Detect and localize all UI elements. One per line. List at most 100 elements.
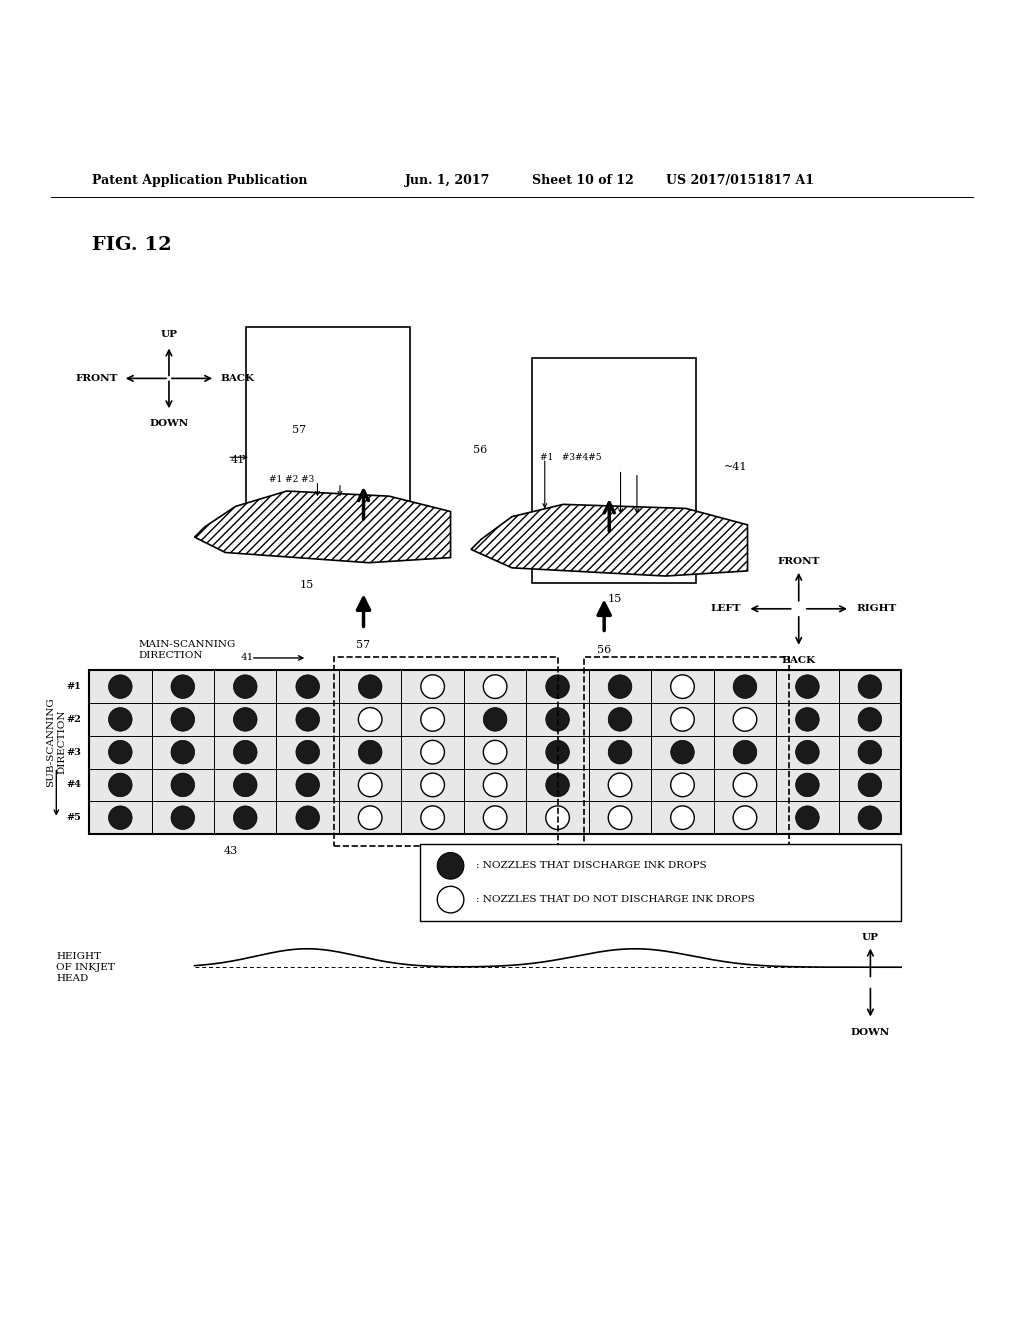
Text: UP: UP (161, 330, 177, 339)
Circle shape (171, 741, 195, 764)
Circle shape (437, 886, 464, 913)
Text: 41: 41 (230, 455, 245, 466)
Circle shape (483, 807, 507, 829)
Text: LEFT: LEFT (711, 605, 741, 614)
Circle shape (733, 807, 757, 829)
Circle shape (109, 741, 132, 764)
Circle shape (296, 741, 319, 764)
Text: 43: 43 (223, 846, 238, 857)
Text: RIGHT: RIGHT (856, 605, 896, 614)
Text: #1 #2 #3: #1 #2 #3 (269, 475, 314, 484)
Circle shape (421, 708, 444, 731)
Circle shape (233, 708, 257, 731)
Circle shape (608, 675, 632, 698)
Circle shape (796, 741, 819, 764)
Circle shape (421, 741, 444, 764)
Circle shape (671, 807, 694, 829)
Text: BACK: BACK (220, 374, 254, 383)
Circle shape (796, 807, 819, 829)
Circle shape (171, 708, 195, 731)
Circle shape (608, 774, 632, 797)
Circle shape (858, 708, 882, 731)
Text: Sheet 10 of 12: Sheet 10 of 12 (532, 174, 634, 187)
Circle shape (858, 675, 882, 698)
Text: #3: #3 (66, 747, 81, 756)
Circle shape (608, 708, 632, 731)
Text: FIG. 12: FIG. 12 (92, 236, 172, 255)
Text: #5: #5 (66, 813, 81, 822)
Circle shape (858, 741, 882, 764)
Text: DOWN: DOWN (851, 1027, 890, 1036)
Circle shape (358, 675, 382, 698)
Circle shape (546, 807, 569, 829)
Text: 57: 57 (356, 640, 371, 649)
Bar (246, 327, 410, 553)
Circle shape (608, 807, 632, 829)
Circle shape (233, 807, 257, 829)
Circle shape (733, 675, 757, 698)
Circle shape (171, 675, 195, 698)
Circle shape (671, 741, 694, 764)
Text: 56: 56 (473, 445, 487, 455)
Circle shape (796, 708, 819, 731)
Text: Jun. 1, 2017: Jun. 1, 2017 (404, 174, 489, 187)
Text: SUB-SCANNING
DIRECTION: SUB-SCANNING DIRECTION (46, 697, 67, 787)
Text: BACK: BACK (781, 656, 816, 665)
Circle shape (437, 853, 464, 879)
Circle shape (421, 774, 444, 797)
Text: DOWN: DOWN (150, 420, 188, 429)
Circle shape (796, 675, 819, 698)
Text: HEIGHT
OF INKJET
HEAD: HEIGHT OF INKJET HEAD (56, 952, 115, 983)
Circle shape (296, 675, 319, 698)
Bar (89, 671, 901, 834)
Circle shape (546, 774, 569, 797)
Circle shape (733, 708, 757, 731)
Circle shape (296, 774, 319, 797)
Circle shape (109, 807, 132, 829)
Circle shape (483, 774, 507, 797)
Circle shape (671, 708, 694, 731)
Text: UP: UP (862, 933, 879, 941)
Bar (420, 845, 901, 921)
Circle shape (546, 741, 569, 764)
Circle shape (296, 708, 319, 731)
Text: 41: 41 (241, 653, 254, 663)
Text: #1: #1 (67, 682, 81, 692)
Text: 15: 15 (300, 581, 314, 590)
Circle shape (109, 675, 132, 698)
Text: ~41: ~41 (724, 462, 748, 473)
Text: : NOZZLES THAT DO NOT DISCHARGE INK DROPS: : NOZZLES THAT DO NOT DISCHARGE INK DROP… (476, 895, 755, 904)
Text: #2: #2 (66, 715, 81, 723)
Circle shape (733, 741, 757, 764)
Text: 56: 56 (597, 644, 611, 655)
Bar (532, 358, 696, 583)
Circle shape (233, 774, 257, 797)
Circle shape (358, 774, 382, 797)
Circle shape (796, 774, 819, 797)
Circle shape (358, 741, 382, 764)
Circle shape (671, 774, 694, 797)
Circle shape (171, 807, 195, 829)
Polygon shape (471, 504, 748, 576)
Text: US 2017/0151817 A1: US 2017/0151817 A1 (666, 174, 814, 187)
Text: FRONT: FRONT (777, 557, 820, 566)
Text: Patent Application Publication: Patent Application Publication (92, 174, 307, 187)
Circle shape (296, 807, 319, 829)
Circle shape (109, 708, 132, 731)
Circle shape (233, 675, 257, 698)
Text: #4: #4 (66, 780, 81, 789)
Text: MAIN-SCANNING
DIRECTION: MAIN-SCANNING DIRECTION (138, 640, 236, 660)
Circle shape (858, 807, 882, 829)
Circle shape (608, 741, 632, 764)
Circle shape (358, 708, 382, 731)
Text: : NOZZLES THAT DISCHARGE INK DROPS: : NOZZLES THAT DISCHARGE INK DROPS (476, 862, 707, 870)
Circle shape (233, 741, 257, 764)
Text: FRONT: FRONT (76, 374, 118, 383)
Text: 15: 15 (607, 594, 622, 603)
Circle shape (671, 675, 694, 698)
Circle shape (421, 675, 444, 698)
Circle shape (483, 675, 507, 698)
Circle shape (858, 774, 882, 797)
Circle shape (546, 675, 569, 698)
Circle shape (421, 807, 444, 829)
